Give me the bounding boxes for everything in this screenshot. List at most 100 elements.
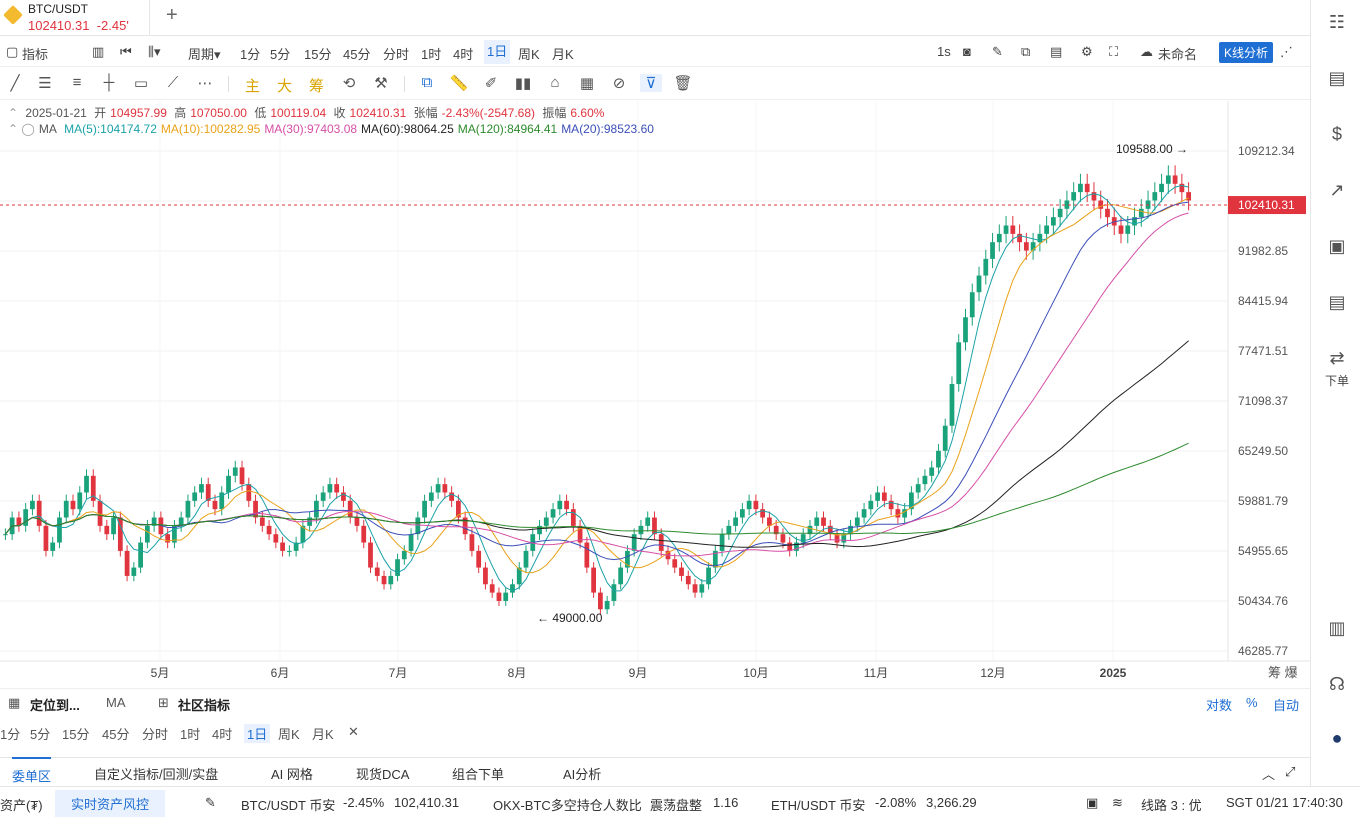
- period-5[interactable]: 1时: [421, 47, 442, 62]
- indicator-icon[interactable]: ▢: [6, 44, 19, 59]
- ruler-icon[interactable]: 📏: [449, 75, 469, 92]
- risk-control-button[interactable]: 实时资产风控: [55, 790, 166, 817]
- collapse-panel-icon[interactable]: ︿: [1262, 767, 1276, 782]
- period-3[interactable]: 45分: [343, 47, 371, 62]
- period-9[interactable]: 月K: [552, 47, 574, 62]
- etf-icon[interactable]: ▤: [1328, 292, 1346, 312]
- community-indicators[interactable]: 社区指标: [178, 698, 231, 713]
- ticker1-name[interactable]: BTC/USDT 币安: [241, 798, 336, 813]
- close-icon[interactable]: ✕: [348, 724, 359, 739]
- interval-label[interactable]: 1s: [937, 44, 951, 59]
- wand-icon[interactable]: ⚒: [374, 75, 388, 92]
- expand-panel-icon[interactable]: ⤢: [1285, 764, 1296, 779]
- quick-period-6[interactable]: 4时: [212, 727, 233, 742]
- quick-period-8[interactable]: 周K: [278, 727, 300, 742]
- collapse-icon[interactable]: ⌃: [8, 106, 19, 120]
- locate-button[interactable]: 定位到...: [30, 698, 80, 713]
- chip-button[interactable]: 筹: [309, 78, 325, 95]
- replay-icon[interactable]: ⏮: [120, 44, 132, 59]
- quick-period-2[interactable]: 15分: [62, 727, 90, 742]
- cloud-icon[interactable]: ☁: [1140, 44, 1153, 59]
- candle: [84, 475, 89, 493]
- ma-indicator-tab[interactable]: MA: [106, 695, 126, 710]
- main-chip-button[interactable]: 主: [245, 78, 261, 95]
- camera-icon[interactable]: ◙: [963, 44, 971, 59]
- order-tab-3[interactable]: 现货DCA: [356, 767, 410, 782]
- big-order-button[interactable]: 大: [277, 78, 293, 95]
- order-tab-4[interactable]: 组合下单: [452, 767, 505, 782]
- link-icon[interactable]: ⊘: [612, 75, 626, 92]
- log-toggle[interactable]: 对数: [1206, 698, 1233, 713]
- more-icon[interactable]: ⋯: [197, 75, 213, 92]
- order-tab-1[interactable]: 自定义指标/回测/实盘: [94, 767, 219, 782]
- edit-icon[interactable]: ✎: [992, 44, 1003, 59]
- magnet-icon[interactable]: ⟲: [342, 75, 356, 92]
- percent-toggle[interactable]: %: [1246, 695, 1258, 710]
- candle: [814, 517, 820, 526]
- brush-icon[interactable]: ⟋: [167, 74, 179, 91]
- period-4[interactable]: 分时: [383, 47, 410, 62]
- period-6[interactable]: 4时: [453, 47, 474, 62]
- fullscreen-icon[interactable]: ⛶: [1109, 44, 1119, 59]
- ticker2-name[interactable]: OKX-BTC多空持仓人数比: [493, 798, 642, 813]
- price-chart[interactable]: 109212.34100228.0591982.8584415.9477471.…: [0, 101, 1310, 687]
- kline-analysis-button[interactable]: K线分析: [1219, 42, 1274, 63]
- edit-ticker-icon[interactable]: ✎: [205, 795, 216, 810]
- quick-period-1[interactable]: 5分: [30, 727, 51, 742]
- trend-line-icon[interactable]: ╱: [10, 75, 20, 92]
- copy-icon[interactable]: ⧉: [421, 74, 433, 91]
- indicator-button[interactable]: 指标: [22, 47, 49, 62]
- dollar-icon[interactable]: $: [1331, 124, 1342, 144]
- period-8[interactable]: 周K: [518, 47, 540, 62]
- auto-toggle[interactable]: 自动: [1273, 698, 1300, 713]
- template-icon[interactable]: ▤: [1050, 44, 1063, 59]
- quick-period-7[interactable]: 1日: [244, 724, 271, 743]
- lock-icon[interactable]: ⌂: [550, 74, 560, 91]
- period-0[interactable]: 1分: [240, 47, 261, 62]
- layout-name[interactable]: 未命名: [1158, 47, 1198, 62]
- quick-period-4[interactable]: 分时: [142, 727, 169, 742]
- quick-period-0[interactable]: 1分: [0, 727, 21, 742]
- ticker3-name[interactable]: ETH/USDT 币安: [771, 798, 866, 813]
- bars-icon[interactable]: ▮▮: [514, 75, 532, 92]
- order-tab-2[interactable]: AI 网格: [271, 767, 313, 782]
- period-dropdown[interactable]: 周期▾: [188, 47, 221, 62]
- order-tab-5[interactable]: AI分析: [563, 767, 602, 782]
- monitor-icon[interactable]: ▣: [1328, 236, 1346, 256]
- list-icon[interactable]: ☷: [1328, 12, 1346, 32]
- calendar-icon[interactable]: ▦: [8, 695, 21, 710]
- line-status[interactable]: 线路 3 : 优: [1141, 798, 1202, 813]
- trend-icon[interactable]: ↗: [1329, 180, 1345, 200]
- hline-icon[interactable]: ☰: [38, 75, 52, 92]
- period-1[interactable]: 5分: [270, 47, 291, 62]
- candle-type-icon[interactable]: ⫼▾: [148, 44, 161, 59]
- pen-icon[interactable]: ✐: [484, 75, 498, 92]
- trash-icon[interactable]: 🗑: [673, 75, 693, 92]
- quick-period-5[interactable]: 1时: [180, 727, 201, 742]
- order-icon[interactable]: ⇄: [1329, 348, 1345, 368]
- layout-icon[interactable]: ▥: [92, 44, 105, 59]
- period-7[interactable]: 1日: [484, 40, 511, 64]
- quick-period-9[interactable]: 月K: [312, 727, 334, 742]
- place-order-label[interactable]: 下单: [1325, 374, 1350, 388]
- assets-label[interactable]: 资产(₮): [0, 798, 43, 813]
- doc-icon[interactable]: ▤: [1328, 68, 1346, 88]
- quick-period-3[interactable]: 45分: [102, 727, 130, 742]
- popout-icon[interactable]: ⧉: [1021, 44, 1031, 59]
- panel-icon[interactable]: ▥: [1328, 618, 1346, 638]
- rect-icon[interactable]: ▭: [133, 75, 149, 92]
- channel-icon[interactable]: ≡: [72, 74, 82, 91]
- note-icon[interactable]: ▦: [579, 75, 595, 92]
- symbol-tab[interactable]: BTC/USDT 102410.31 -2.45': [0, 0, 150, 36]
- filter-icon[interactable]: ⊽: [640, 74, 662, 92]
- add-tab-icon[interactable]: +: [166, 4, 178, 26]
- cross-line-icon[interactable]: ┼: [103, 74, 115, 91]
- share-icon[interactable]: ⋰: [1280, 44, 1293, 59]
- notice-icon[interactable]: ▣: [1086, 795, 1099, 810]
- order-tab-0[interactable]: 委单区: [12, 757, 52, 785]
- settings-icon[interactable]: ⚙: [1081, 44, 1093, 59]
- period-2[interactable]: 15分: [304, 47, 332, 62]
- avatar[interactable]: ●: [1331, 728, 1343, 748]
- headset-icon[interactable]: ☊: [1329, 674, 1345, 694]
- grid-icon[interactable]: ⊞: [158, 695, 169, 710]
